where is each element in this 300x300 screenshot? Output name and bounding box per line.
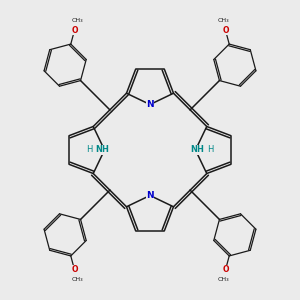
Text: CH₃: CH₃ xyxy=(71,277,83,282)
Text: NH: NH xyxy=(95,146,109,154)
Text: O: O xyxy=(222,265,229,274)
Text: H: H xyxy=(86,146,92,154)
Text: CH₃: CH₃ xyxy=(217,18,229,23)
Text: H: H xyxy=(208,146,214,154)
Text: N: N xyxy=(146,100,154,109)
Text: O: O xyxy=(71,265,78,274)
Text: CH₃: CH₃ xyxy=(217,277,229,282)
Text: O: O xyxy=(222,26,229,35)
Text: O: O xyxy=(71,26,78,35)
Text: NH: NH xyxy=(191,146,205,154)
Text: CH₃: CH₃ xyxy=(71,18,83,23)
Text: N: N xyxy=(146,191,154,200)
